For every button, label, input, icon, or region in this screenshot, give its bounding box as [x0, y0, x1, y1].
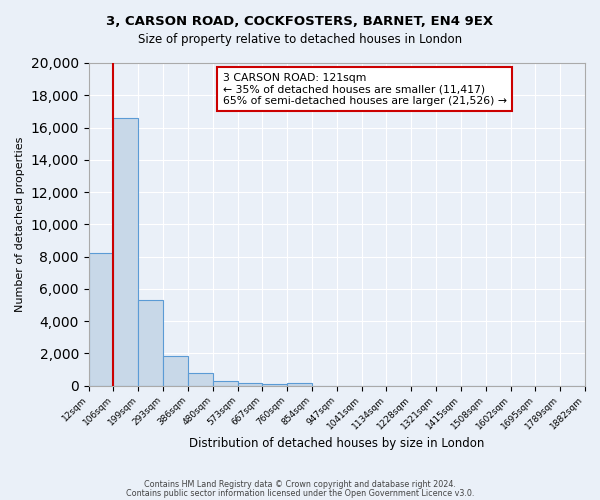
Text: Contains public sector information licensed under the Open Government Licence v3: Contains public sector information licen…: [126, 488, 474, 498]
Bar: [213, 381, 238, 386]
Bar: [89, 254, 113, 386]
Text: 3, CARSON ROAD, COCKFOSTERS, BARNET, EN4 9EX: 3, CARSON ROAD, COCKFOSTERS, BARNET, EN4…: [106, 15, 494, 28]
Bar: [188, 374, 213, 386]
Text: Size of property relative to detached houses in London: Size of property relative to detached ho…: [138, 32, 462, 46]
Text: 3 CARSON ROAD: 121sqm
← 35% of detached houses are smaller (11,417)
65% of semi-: 3 CARSON ROAD: 121sqm ← 35% of detached …: [223, 72, 506, 106]
Bar: [138, 300, 163, 386]
Text: Contains HM Land Registry data © Crown copyright and database right 2024.: Contains HM Land Registry data © Crown c…: [144, 480, 456, 489]
Bar: [262, 384, 287, 386]
Bar: [287, 383, 312, 386]
Bar: [238, 382, 262, 386]
Bar: [113, 118, 138, 386]
Y-axis label: Number of detached properties: Number of detached properties: [15, 136, 25, 312]
Bar: [163, 356, 188, 386]
X-axis label: Distribution of detached houses by size in London: Distribution of detached houses by size …: [189, 437, 485, 450]
